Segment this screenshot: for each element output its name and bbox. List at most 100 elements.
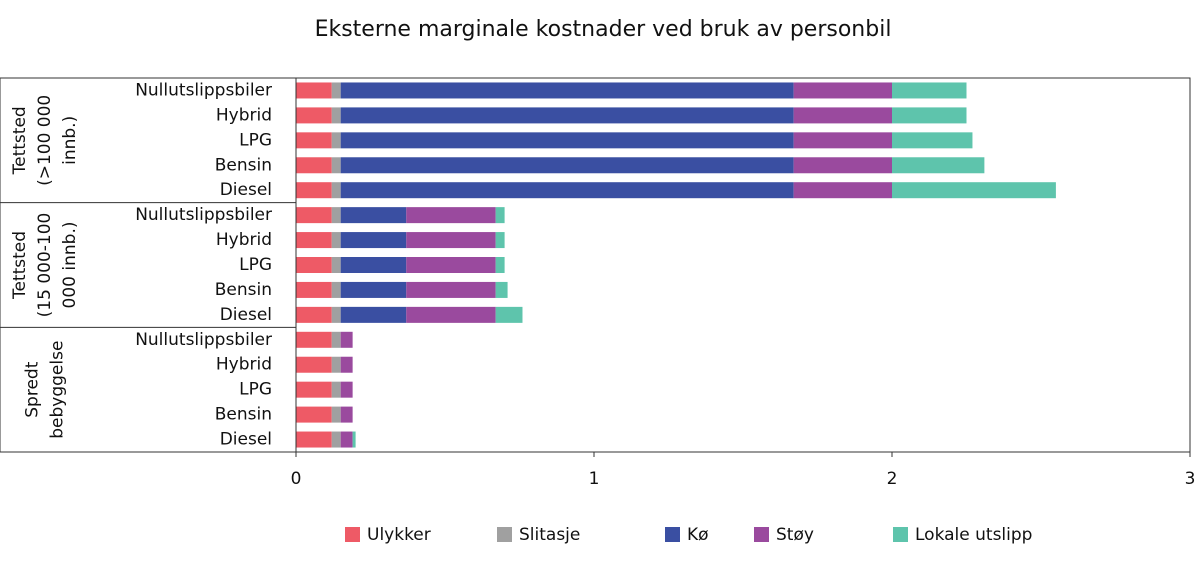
bar-segment	[296, 356, 332, 373]
bar-segment	[296, 381, 332, 398]
bar-segment	[296, 207, 332, 224]
bar-segment	[892, 182, 1056, 199]
group-label-line: (>100 000	[35, 95, 55, 186]
y-tick-label: Bensin	[215, 280, 272, 300]
group-label: Tettsted (15 000-100 000 innb.)	[10, 213, 80, 318]
bar-segment	[793, 132, 892, 149]
bar-segment	[340, 306, 407, 323]
bar-segment	[296, 82, 332, 99]
bar-segment	[331, 356, 341, 373]
group-label-line: innb.)	[60, 116, 80, 165]
y-tick-label: LPG	[239, 380, 272, 400]
legend-label: Kø	[687, 525, 709, 545]
x-tick-label: 1	[589, 469, 600, 489]
bar-segment	[331, 381, 341, 398]
bar-segment	[340, 82, 794, 99]
group-label: Spredt bebyggelse	[23, 341, 68, 439]
bar-segment	[331, 232, 341, 249]
y-tick-label: Diesel	[220, 180, 272, 200]
bar-segment	[331, 132, 341, 149]
legend-label: Ulykker	[367, 525, 431, 545]
bar-segment	[296, 182, 332, 199]
y-tick-label: LPG	[239, 255, 272, 275]
bar-segment	[296, 232, 332, 249]
bar-segment	[406, 232, 496, 249]
bar-segment	[296, 281, 332, 298]
bar-segment	[406, 257, 496, 273]
legend-swatch	[754, 527, 769, 542]
bar-segment	[340, 232, 407, 249]
bar-segment	[331, 406, 341, 423]
bar-segment	[892, 132, 973, 149]
bar-segment	[296, 132, 332, 149]
bar-segment	[340, 182, 794, 199]
y-tick-label: Nullutslippsbiler	[135, 330, 272, 350]
bar-segment	[331, 257, 341, 273]
y-tick-label: Diesel	[220, 305, 272, 325]
bar-segment	[296, 257, 332, 273]
y-tick-label: Diesel	[220, 430, 272, 450]
bar-segment	[793, 107, 892, 124]
bar-segment	[331, 107, 341, 124]
chart-title: Eksterne marginale kostnader ved bruk av…	[315, 17, 892, 42]
y-tick-label: Hybrid	[216, 105, 272, 125]
y-tick-label: Nullutslippsbiler	[135, 205, 272, 225]
bar-segment	[495, 232, 505, 249]
legend-label: Slitasje	[519, 525, 580, 545]
bar-segment	[340, 431, 353, 448]
bar-segment	[892, 82, 967, 99]
legend-label: Lokale utslipp	[915, 525, 1032, 545]
bar-segment	[892, 107, 967, 124]
bar-segment	[340, 107, 794, 124]
bar-segment	[340, 356, 353, 373]
bar-segment	[340, 157, 794, 174]
bar-segment	[296, 406, 332, 423]
y-tick-label: LPG	[239, 130, 272, 150]
bar-segment	[793, 157, 892, 174]
bar-segment	[331, 207, 341, 224]
y-tick-label: Hybrid	[216, 230, 272, 250]
bar-segment	[406, 306, 496, 323]
legend-label: Støy	[776, 525, 814, 545]
bar-segment	[495, 257, 505, 273]
x-tick-label: 2	[887, 469, 898, 489]
bar-segment	[793, 182, 892, 199]
group-label-line: Tettsted	[10, 106, 30, 175]
y-tick-label: Bensin	[215, 405, 272, 425]
bar-segment	[331, 82, 341, 99]
bar-segment	[296, 306, 332, 323]
y-tick-label: Hybrid	[216, 355, 272, 375]
bar-segment	[331, 182, 341, 199]
bar-segment	[406, 207, 496, 224]
bar-segment	[340, 257, 407, 273]
legend-swatch	[893, 527, 908, 542]
bar-segment	[331, 281, 341, 298]
bar-segment	[495, 281, 508, 298]
bar-segment	[331, 331, 341, 348]
x-tick-label: 3	[1185, 469, 1196, 489]
bar-segment	[331, 431, 341, 448]
bar-segment	[296, 331, 332, 348]
legend-swatch	[345, 527, 360, 542]
bar-segment	[495, 207, 505, 224]
x-tick-label: 0	[291, 469, 302, 489]
bar-segment	[495, 306, 523, 323]
bar-segment	[793, 82, 892, 99]
bar-segment	[352, 431, 356, 448]
bar-segment	[340, 207, 407, 224]
group-label-line: bebyggelse	[48, 341, 68, 439]
legend-swatch	[665, 527, 680, 542]
bar-segment	[296, 431, 332, 448]
bar-segment	[331, 306, 341, 323]
group-label-line: Tettsted	[10, 231, 30, 300]
bar-segment	[340, 406, 353, 423]
bar-segment	[340, 132, 794, 149]
bar-segment	[340, 331, 353, 348]
group-label-line: (15 000-100	[35, 213, 55, 318]
bar-segment	[340, 381, 353, 398]
bar-segment	[340, 281, 407, 298]
group-label-line: Spredt	[23, 361, 43, 417]
group-label-line: 000 innb.)	[60, 222, 80, 309]
bar-segment	[406, 281, 496, 298]
